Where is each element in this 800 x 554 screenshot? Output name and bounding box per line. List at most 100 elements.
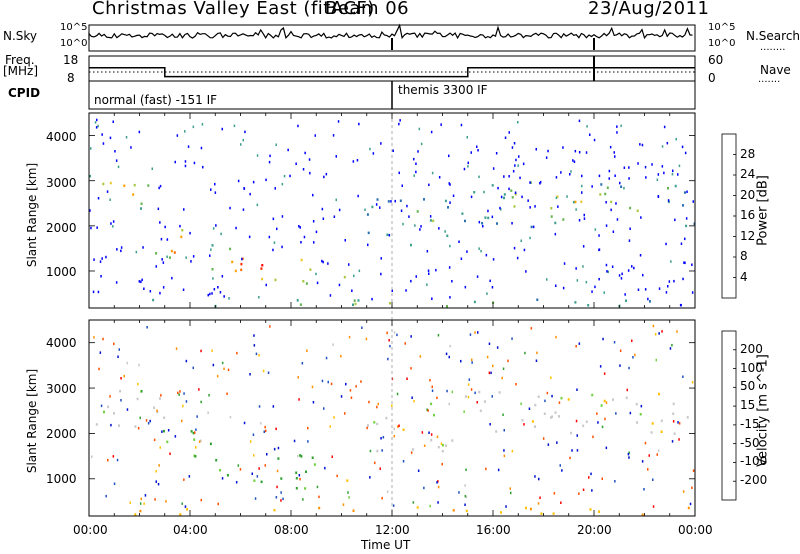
velocity-noise-cell: [273, 405, 275, 408]
power-noise-cell: [183, 208, 185, 211]
velocity-cell: [312, 457, 314, 460]
power-noise-cell: [599, 175, 601, 178]
power-noise-cell: [421, 143, 423, 146]
velocity-noise-cell: [632, 356, 634, 359]
velocity-noise-cell: [690, 503, 692, 506]
velocity-noise-cell: [307, 440, 309, 443]
power-noise-cell: [667, 142, 669, 145]
velocity-noise-cell: [369, 476, 371, 479]
power-noise-cell: [608, 271, 610, 274]
velocity-noise-cell: [217, 375, 219, 378]
velocity-noise-cell: [560, 502, 562, 505]
velocity-noise-cell: [641, 405, 643, 408]
velocity-noise-cell: [253, 434, 255, 437]
power-noise-cell: [101, 133, 103, 136]
power-noise-cell: [234, 125, 236, 128]
velocity-noise-cell: [176, 347, 178, 350]
velocity-noise-cell: [576, 420, 578, 423]
velocity-cell: [598, 510, 600, 513]
velocity-noise-cell: [298, 376, 300, 379]
power-noise-cell: [348, 263, 350, 266]
power-noise-cell: [449, 266, 451, 269]
power-noise-cell: [508, 175, 510, 178]
power-noise-cell: [621, 277, 623, 280]
velocity-noise-cell: [531, 327, 533, 330]
power-noise-cell: [685, 152, 687, 155]
velocity-noise-cell: [656, 359, 658, 362]
power-noise-cell: [586, 125, 588, 128]
power-noise-cell: [594, 286, 596, 289]
velocity-noise-cell: [452, 391, 454, 394]
power-noise-cell: [517, 257, 519, 260]
power-noise-cell: [269, 161, 271, 164]
power-cell: [562, 218, 564, 221]
power-noise-cell: [547, 150, 549, 153]
power-noise-cell: [453, 195, 455, 198]
power-noise-cell: [435, 269, 437, 272]
velocity-cell: [582, 425, 584, 428]
power-noise-cell: [563, 287, 565, 290]
power-noise-cell: [235, 227, 237, 230]
velocity-cell: [295, 472, 297, 475]
power-noise-cell: [663, 172, 665, 175]
power-noise-cell: [610, 209, 612, 212]
velocity-cell: [367, 424, 369, 427]
power-noise-cell: [503, 175, 505, 178]
power-cell: [461, 212, 463, 215]
power-noise-cell: [103, 142, 105, 145]
power-noise-cell: [313, 220, 315, 223]
power-cell: [474, 301, 476, 304]
power-noise-cell: [220, 291, 222, 294]
power-noise-cell: [330, 294, 332, 297]
velocity-noise-cell: [226, 393, 228, 396]
cpid-label: CPID: [8, 86, 40, 100]
velocity-noise-cell: [602, 478, 604, 481]
power-noise-cell: [194, 162, 196, 165]
velocity-noise-cell: [93, 336, 95, 339]
velocity-noise-cell: [464, 504, 466, 507]
power-noise-cell: [202, 123, 204, 126]
power-noise-cell: [217, 286, 219, 289]
velocity-cell: [353, 510, 355, 513]
velocity-noise-cell: [146, 326, 148, 329]
velocity-noise-cell: [387, 358, 389, 361]
velocity-noise-cell: [361, 327, 363, 330]
power-cell: [432, 220, 434, 223]
power-noise-cell: [610, 146, 612, 149]
velocity-noise-cell: [186, 400, 188, 403]
velocity-cell: [658, 393, 660, 396]
velocity-noise-cell: [148, 422, 150, 425]
velocity-noise-cell: [682, 376, 684, 379]
power-noise-cell: [629, 239, 631, 242]
power-noise-cell: [415, 171, 417, 174]
velocity-noise-cell: [391, 404, 393, 407]
velocity-cell: [484, 400, 486, 403]
power-cell: [574, 301, 576, 304]
power-noise-cell: [640, 216, 642, 219]
power-cell: [355, 303, 357, 306]
power-noise-cell: [97, 125, 99, 128]
velocity-noise-cell: [620, 350, 622, 353]
velocity-noise-cell: [230, 416, 232, 419]
power-noise-cell: [380, 273, 382, 276]
velocity-cell: [558, 415, 560, 418]
power-noise-cell: [417, 150, 419, 153]
power-noise-cell: [315, 273, 317, 276]
power-noise-cell: [276, 228, 278, 231]
power-noise-cell: [536, 148, 538, 151]
power-cell: [147, 184, 149, 187]
velocity-cell: [466, 510, 468, 513]
freq-tick-bottom: 8: [67, 71, 75, 85]
date-label: 23/Aug/2011: [588, 0, 710, 19]
power-noise-cell: [564, 262, 566, 265]
velocity-noise-cell: [497, 346, 499, 349]
power-noise-cell: [525, 270, 527, 273]
power-cell: [675, 185, 677, 188]
velocity-noise-cell: [313, 401, 315, 404]
velocity-noise-cell: [571, 449, 573, 452]
power-noise-cell: [662, 145, 664, 148]
power-noise-cell: [566, 195, 568, 198]
velocity-noise-cell: [471, 388, 473, 391]
power-noise-cell: [577, 279, 579, 282]
velocity-noise-cell: [428, 432, 430, 435]
